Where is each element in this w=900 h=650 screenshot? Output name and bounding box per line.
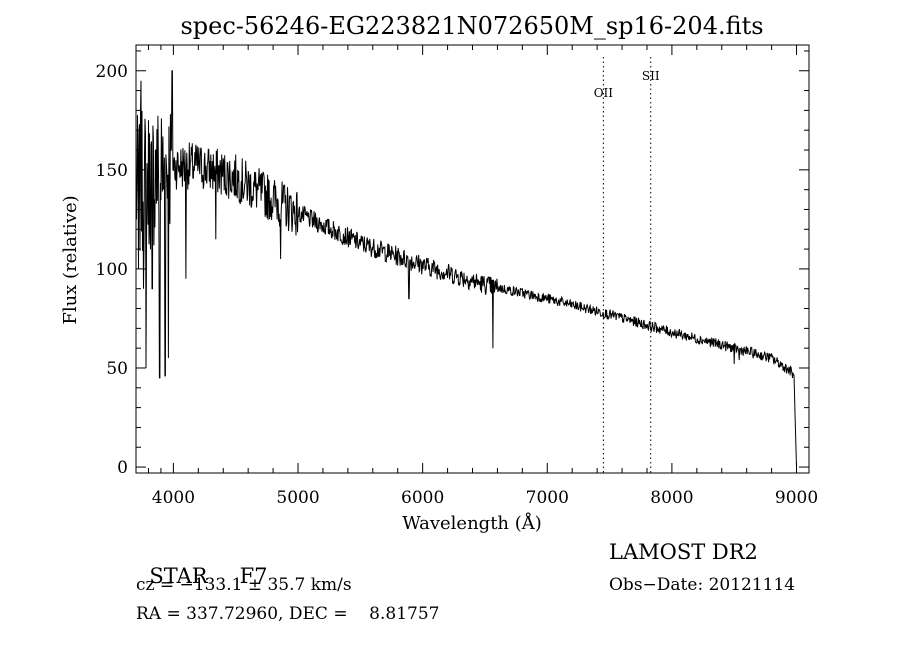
x-tick-label: 7000 bbox=[526, 488, 569, 508]
survey-label: LAMOST DR2 bbox=[609, 540, 758, 564]
obs-date-text: Obs−Date: 20121114 bbox=[609, 575, 796, 595]
subclass-label: F7 bbox=[239, 564, 268, 588]
spectrum-line bbox=[135, 70, 797, 468]
x-tick-label: 6000 bbox=[401, 488, 444, 508]
redshift-text: cz = −133.1 ± 35.7 km/s bbox=[136, 575, 352, 595]
y-axis-label: Flux (relative) bbox=[60, 195, 81, 324]
y-tick-label: 150 bbox=[96, 161, 128, 181]
object-class: STAR F7 bbox=[136, 540, 268, 588]
x-tick-label: 9000 bbox=[775, 488, 818, 508]
axis-ticks: 4000 5000 6000 7000 8000 9000 0 50 100 150 200 bbox=[96, 45, 818, 508]
class-label: STAR bbox=[149, 564, 208, 588]
chart-title: spec-56246-EG223821N072650M_sp16-204.fit… bbox=[180, 12, 763, 40]
line-label-sii: SII bbox=[642, 69, 660, 83]
y-tick-label: 200 bbox=[96, 62, 128, 82]
x-tick-label: 5000 bbox=[276, 488, 319, 508]
y-tick-label: 0 bbox=[117, 458, 128, 478]
emission-line-markers: OII SII bbox=[594, 57, 660, 473]
x-axis-label: Wavelength (Å) bbox=[402, 512, 542, 534]
x-tick-label: 8000 bbox=[650, 488, 693, 508]
x-tick-label: 4000 bbox=[152, 488, 195, 508]
y-tick-label: 100 bbox=[96, 260, 128, 280]
y-tick-label: 50 bbox=[106, 359, 128, 379]
coordinates-text: RA = 337.72960, DEC = 8.81757 bbox=[136, 604, 440, 624]
plot-frame bbox=[135, 44, 810, 474]
line-label-oii: OII bbox=[594, 86, 614, 100]
